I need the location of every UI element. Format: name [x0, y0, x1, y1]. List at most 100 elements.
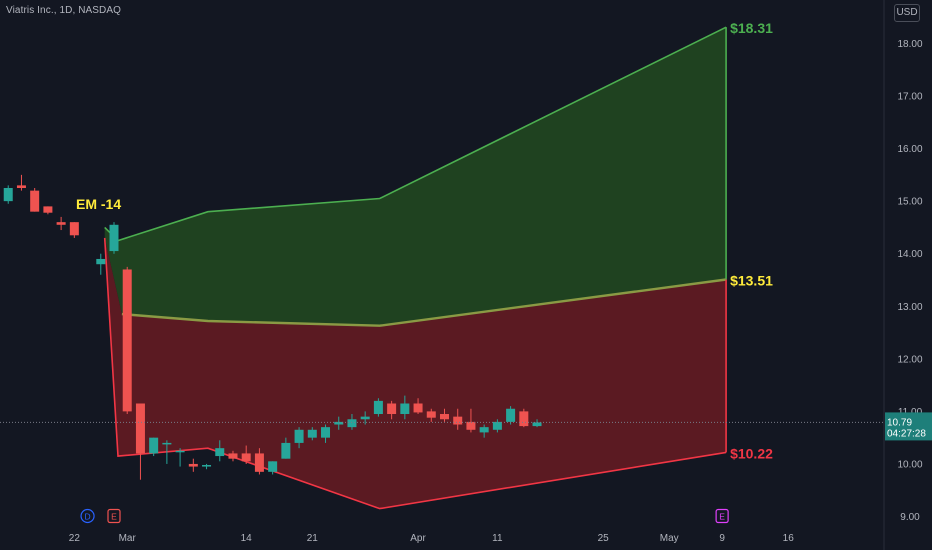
- time-axis[interactable]: 22 Mar 14 21 Apr 11 25 May 9 16: [69, 533, 794, 544]
- expected-move-bands: [103, 26, 727, 510]
- candle-body: [43, 206, 53, 213]
- candle: [43, 206, 53, 215]
- candle-body: [373, 400, 383, 415]
- candle: [228, 450, 238, 462]
- candle-body: [135, 403, 145, 454]
- y-tick-label: 17.00: [897, 92, 922, 103]
- candle: [492, 419, 502, 433]
- candle: [241, 445, 251, 464]
- candle: [334, 416, 344, 430]
- candle: [440, 408, 449, 422]
- em-label: EM -14: [76, 196, 121, 212]
- price-axis[interactable]: 9.00 10.00 11.00 12.00 13.00 14.00 15.00 16.00 1…: [897, 39, 922, 523]
- x-tick-label: May: [660, 533, 679, 544]
- candle: [30, 188, 40, 212]
- candle: [3, 185, 13, 204]
- candle: [215, 440, 225, 462]
- y-tick-label: 13.00: [897, 302, 922, 313]
- candle-body: [175, 450, 185, 453]
- last-price-box: [885, 412, 932, 441]
- x-tick-label: 21: [307, 533, 319, 544]
- candle: [96, 253, 106, 275]
- candle-body: [30, 190, 40, 212]
- candle: [162, 440, 172, 464]
- candle: [400, 395, 410, 420]
- candle: [321, 424, 331, 443]
- candle: [307, 427, 317, 441]
- y-tick-label: 9.00: [900, 512, 920, 523]
- candle-body: [281, 442, 291, 459]
- y-tick-label: 14.00: [897, 249, 922, 260]
- x-tick-label: 9: [719, 533, 725, 544]
- candle-body: [466, 421, 476, 430]
- y-tick-label: 16.00: [897, 144, 922, 155]
- candle-body: [215, 448, 225, 457]
- candle-body: [506, 408, 516, 422]
- candle-body: [268, 461, 278, 472]
- candle: [294, 427, 304, 449]
- candles: [3, 174, 542, 480]
- dividend-icon: [80, 508, 95, 524]
- y-tick-label: 11.00: [898, 407, 923, 418]
- candle-body: [453, 416, 463, 425]
- candle: [347, 414, 357, 430]
- candle-body: [347, 419, 357, 428]
- candle-body: [228, 453, 238, 459]
- candle: [149, 437, 159, 457]
- x-tick-label: Apr: [410, 533, 426, 544]
- y-tick-label: 18.00: [897, 39, 922, 50]
- candle: [202, 463, 212, 470]
- currency-button[interactable]: USD: [894, 4, 920, 22]
- event-marker-label: E: [719, 512, 725, 522]
- candle: [56, 216, 66, 231]
- lower-band-line: [103, 237, 727, 510]
- candle: [387, 400, 397, 420]
- candle-body: [440, 414, 449, 420]
- y-tick-label: 12.00: [897, 354, 922, 365]
- candle-body: [96, 258, 106, 265]
- candle: [532, 419, 542, 428]
- candle: [69, 222, 79, 238]
- candle-body: [413, 403, 423, 413]
- x-tick-label: 11: [492, 533, 503, 544]
- candle: [519, 408, 529, 428]
- candle-body: [307, 429, 317, 438]
- candle: [373, 398, 383, 417]
- candle-body: [321, 427, 331, 438]
- candle: [506, 406, 516, 425]
- candle-body: [149, 437, 159, 454]
- candle-body: [241, 453, 251, 462]
- candle-body: [532, 422, 542, 427]
- candle: [188, 458, 198, 472]
- price-label: $18.31: [730, 20, 773, 36]
- candle: [109, 222, 119, 254]
- candle: [426, 408, 436, 422]
- candle-body: [202, 464, 212, 467]
- x-tick-label: 25: [598, 533, 610, 544]
- candle-body: [69, 222, 79, 236]
- candle-body: [519, 411, 529, 427]
- event-marker: E: [715, 508, 729, 524]
- candle: [466, 408, 476, 433]
- price-labels: $18.31 $13.51 $10.22 EM -14: [76, 20, 773, 461]
- x-tick-label: 22: [69, 533, 81, 544]
- candle: [268, 461, 278, 475]
- candle-body: [3, 188, 13, 202]
- earnings-icon: [715, 508, 729, 524]
- candle-body: [492, 421, 502, 430]
- y-tick-label: 10.00: [897, 459, 922, 470]
- candle: [453, 408, 463, 430]
- event-marker: E: [107, 508, 121, 524]
- earnings-icon: [107, 508, 121, 524]
- candle: [281, 437, 291, 459]
- upper-band-area: [104, 27, 727, 326]
- countdown-timer: 04:27:28: [887, 428, 926, 439]
- x-tick-label: 16: [783, 533, 795, 544]
- price-label: $10.22: [730, 445, 773, 461]
- lower-band-area: [104, 237, 727, 509]
- candle-body: [334, 421, 344, 425]
- event-marker: D: [80, 508, 95, 524]
